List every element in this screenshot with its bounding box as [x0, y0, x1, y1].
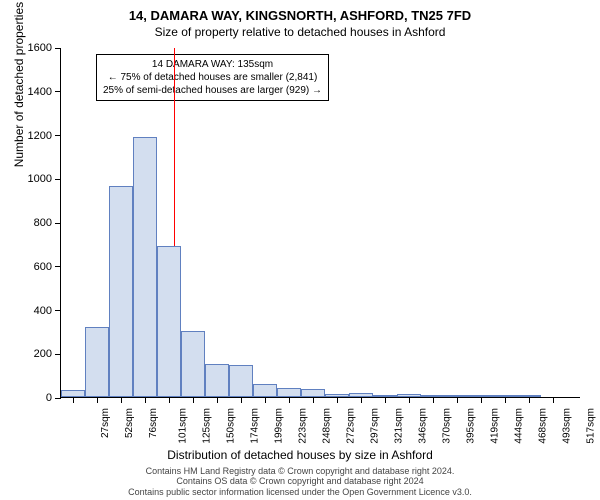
x-tick: [217, 397, 218, 403]
histogram-bar: [157, 246, 181, 397]
x-tick: [241, 397, 242, 403]
x-tick-label: 346sqm: [418, 408, 429, 444]
histogram-bar: [253, 384, 277, 397]
plot-area: 14 DAMARA WAY: 135sqm ← 75% of detached …: [60, 48, 580, 398]
histogram-bar: [85, 327, 109, 397]
x-tick-label: 52sqm: [124, 408, 135, 438]
histogram-bar: [229, 365, 253, 397]
annotation-line2: ← 75% of detached houses are smaller (2,…: [103, 71, 322, 84]
y-tick-label: 600: [12, 261, 52, 273]
x-tick: [337, 397, 338, 403]
y-tick: [55, 266, 61, 267]
x-tick: [313, 397, 314, 403]
y-tick: [55, 135, 61, 136]
x-tick: [73, 397, 74, 403]
histogram-bar: [277, 388, 301, 397]
y-tick: [55, 354, 61, 355]
x-tick-label: 174sqm: [250, 408, 261, 444]
x-tick: [481, 397, 482, 403]
y-tick-label: 1200: [12, 130, 52, 142]
attribution-line2: Contains OS data © Crown copyright and d…: [0, 476, 600, 487]
x-tick-label: 395sqm: [466, 408, 477, 444]
x-tick: [409, 397, 410, 403]
attribution-line3: Contains public sector information licen…: [0, 487, 600, 498]
histogram-bar: [205, 364, 229, 397]
x-tick-label: 223sqm: [298, 408, 309, 444]
histogram-bar: [301, 389, 325, 397]
x-tick: [289, 397, 290, 403]
x-tick-label: 297sqm: [370, 408, 381, 444]
annotation-line1: 14 DAMARA WAY: 135sqm: [103, 58, 322, 71]
chart-title-main: 14, DAMARA WAY, KINGSNORTH, ASHFORD, TN2…: [0, 0, 600, 23]
histogram-bar: [133, 137, 157, 397]
x-tick: [361, 397, 362, 403]
y-tick: [55, 179, 61, 180]
x-tick: [505, 397, 506, 403]
attribution-line1: Contains HM Land Registry data © Crown c…: [0, 466, 600, 477]
x-tick-label: 419sqm: [490, 408, 501, 444]
x-tick: [121, 397, 122, 403]
attribution: Contains HM Land Registry data © Crown c…: [0, 466, 600, 498]
x-tick-label: 493sqm: [562, 408, 573, 444]
y-tick-label: 0: [12, 392, 52, 404]
annotation-box: 14 DAMARA WAY: 135sqm ← 75% of detached …: [96, 54, 329, 101]
x-tick: [265, 397, 266, 403]
y-tick: [55, 398, 61, 399]
y-tick: [55, 48, 61, 49]
y-tick: [55, 91, 61, 92]
x-tick: [97, 397, 98, 403]
x-tick: [169, 397, 170, 403]
x-axis-title: Distribution of detached houses by size …: [0, 448, 600, 462]
x-tick-label: 76sqm: [148, 408, 159, 438]
x-tick-label: 468sqm: [538, 408, 549, 444]
x-tick-label: 248sqm: [322, 408, 333, 444]
histogram-chart: 14, DAMARA WAY, KINGSNORTH, ASHFORD, TN2…: [0, 0, 600, 500]
x-tick: [457, 397, 458, 403]
x-tick-label: 444sqm: [514, 408, 525, 444]
x-tick-label: 125sqm: [202, 408, 213, 444]
x-tick-label: 27sqm: [100, 408, 111, 438]
x-tick-label: 272sqm: [346, 408, 357, 444]
y-tick-label: 1600: [12, 42, 52, 54]
x-tick: [193, 397, 194, 403]
x-tick: [145, 397, 146, 403]
x-tick: [385, 397, 386, 403]
histogram-bar: [181, 331, 205, 397]
histogram-bar: [109, 186, 133, 397]
y-tick-label: 200: [12, 348, 52, 360]
x-tick-label: 517sqm: [586, 408, 597, 444]
x-tick-label: 150sqm: [226, 408, 237, 444]
x-tick-label: 370sqm: [442, 408, 453, 444]
x-tick-label: 101sqm: [178, 408, 189, 444]
y-tick: [55, 223, 61, 224]
y-tick-label: 1400: [12, 86, 52, 98]
x-tick: [553, 397, 554, 403]
y-tick: [55, 310, 61, 311]
y-axis-title: Number of detached properties: [12, 2, 26, 167]
x-tick: [529, 397, 530, 403]
chart-title-sub: Size of property relative to detached ho…: [0, 23, 600, 39]
x-tick-label: 321sqm: [394, 408, 405, 444]
x-tick: [433, 397, 434, 403]
y-tick-label: 800: [12, 217, 52, 229]
x-tick-label: 199sqm: [274, 408, 285, 444]
y-tick-label: 1000: [12, 173, 52, 185]
y-tick-label: 400: [12, 305, 52, 317]
annotation-line3: 25% of semi-detached houses are larger (…: [103, 84, 322, 97]
